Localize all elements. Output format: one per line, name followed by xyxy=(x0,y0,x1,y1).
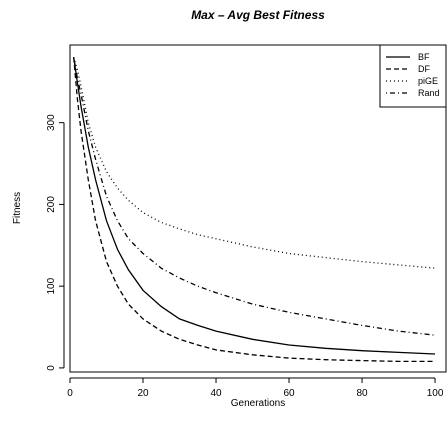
x-tick-label: 100 xyxy=(427,388,444,399)
series-lines xyxy=(73,57,436,363)
x-axis-label: Generations xyxy=(231,398,285,409)
series-line-df xyxy=(73,57,435,363)
legend: BF DF piGE Rand xyxy=(379,44,447,108)
x-tick-label: 40 xyxy=(210,388,222,399)
x-tick-label: 0 xyxy=(67,388,73,399)
y-axis: 0 100 200 300 xyxy=(46,114,65,371)
y-tick-label: 0 xyxy=(46,365,57,371)
y-tick-label: 300 xyxy=(46,114,57,131)
series-line-rand xyxy=(73,57,436,336)
legend-label-pige: piGE xyxy=(418,76,438,86)
y-tick-label: 100 xyxy=(46,277,57,294)
plot-frame xyxy=(69,44,447,373)
series-line-bf xyxy=(73,57,436,355)
legend-box xyxy=(379,44,447,108)
legend-label-bf: BF xyxy=(418,52,430,62)
x-tick-label: 60 xyxy=(283,388,295,399)
y-axis-label: Fitness xyxy=(12,192,23,224)
chart-title: Max – Avg Best Fitness xyxy=(191,8,325,22)
x-axis: 0 20 40 60 80 100 xyxy=(67,377,444,399)
x-tick-label: 80 xyxy=(356,388,368,399)
legend-label-df: DF xyxy=(418,64,430,74)
legend-label-rand: Rand xyxy=(418,88,440,98)
x-tick-label: 20 xyxy=(137,388,149,399)
y-tick-label: 200 xyxy=(46,196,57,213)
